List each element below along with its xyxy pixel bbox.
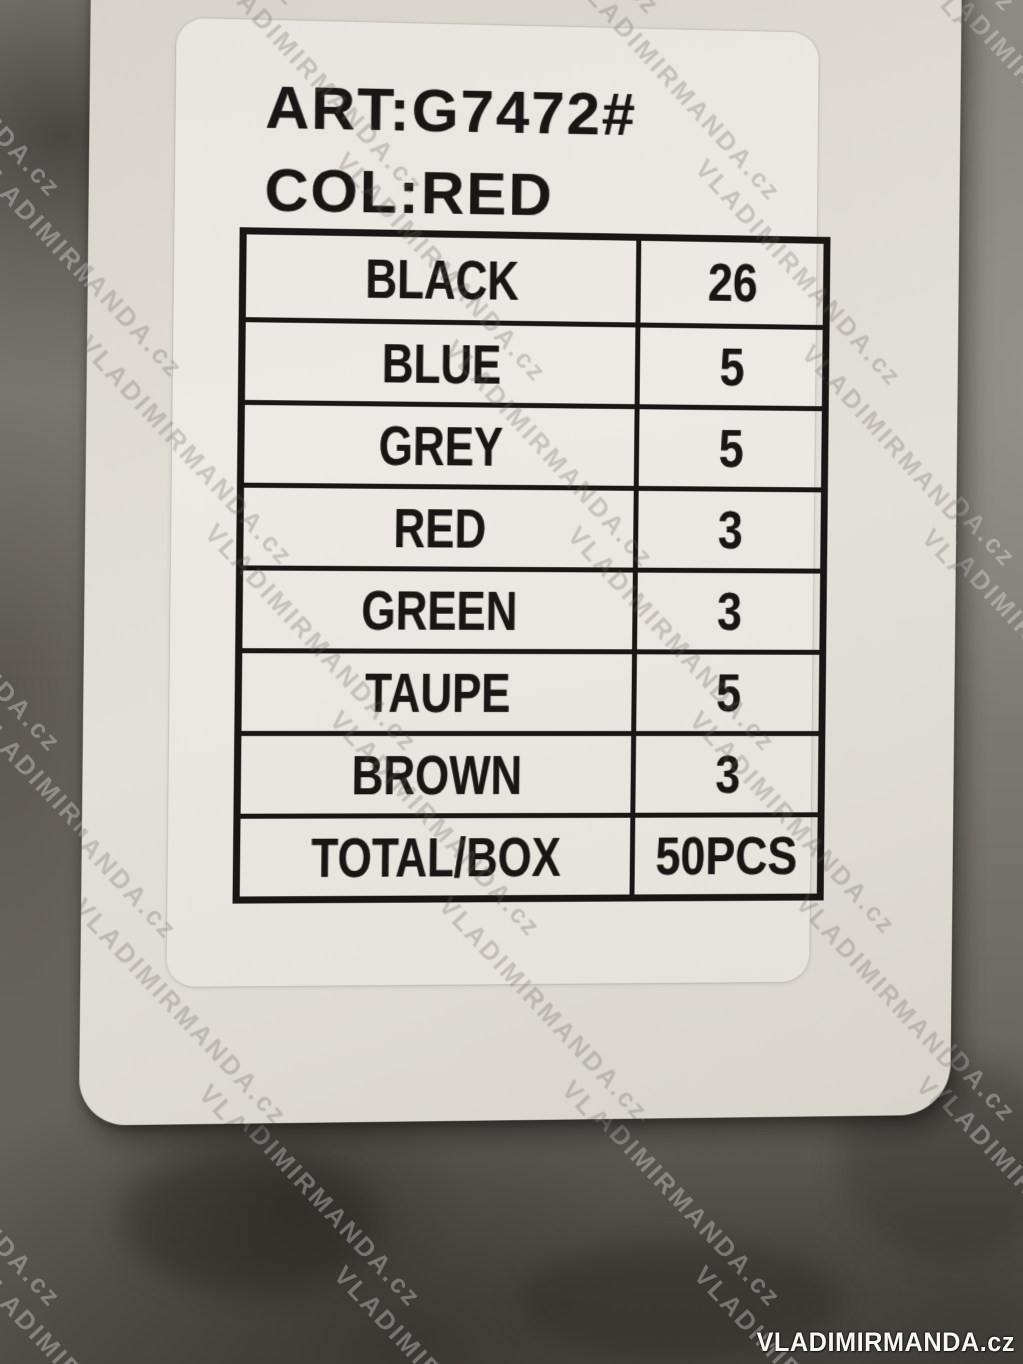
diagonal-watermark-text: VLADIMIRMANDA.cz: [801, 0, 962, 29]
color-name-text: GREEN: [360, 578, 518, 642]
color-name-text: TOTAL/BOX: [310, 824, 562, 890]
table-row: GREY 5: [244, 399, 822, 488]
watermark-logo: VLADIMIRMANDA.cz: [756, 1327, 1015, 1357]
color-line-text: COL:RED: [264, 156, 554, 229]
quantity-text: 3: [714, 744, 741, 805]
color-name-cell: BLACK: [246, 234, 637, 322]
quantity-cell: 50PCS: [629, 817, 818, 895]
quantity-text: 3: [716, 581, 742, 642]
table-row: GREEN 3: [242, 565, 821, 650]
diagonal-watermark-text: VLADIMIRMANDA.cz: [192, 1078, 418, 1125]
color-name-text: GREY: [378, 413, 504, 478]
quantity-cell: 5: [635, 327, 823, 407]
table-row: RED 3: [243, 482, 822, 569]
diagonal-watermark-text: VLADIMIRMANDA.cz: [921, 0, 963, 214]
diagonal-watermark-text: VLADIMIRMANDA.cz: [790, 888, 963, 1122]
quantity-table: BLACK 26 BLUE 5 GREY 5 RED 3 GREEN 3 TAUPE 5 BROWN 3 T…: [232, 227, 831, 904]
color-name-cell: RED: [243, 488, 634, 568]
quantity-text: 26: [707, 252, 758, 314]
table-row: BLACK 26: [246, 234, 824, 326]
color-name-cell: TAUPE: [241, 653, 632, 731]
color-name-text: BLUE: [381, 331, 502, 396]
quantity-text: 5: [718, 418, 744, 479]
color-name-text: RED: [393, 495, 487, 560]
quantity-cell: 26: [635, 240, 824, 326]
product-label-sticker: ART:G7472# COL:RED BLACK 26 BLUE 5 GREY 5 RED 3…: [166, 17, 831, 987]
table-row: TAUPE 5: [241, 648, 820, 732]
quantity-cell: 3: [633, 490, 821, 569]
table-row: TOTAL/BOX 50PCS: [239, 812, 818, 897]
table-row: BLUE 5: [244, 317, 823, 407]
quantity-cell: 5: [634, 409, 822, 488]
color-name-text: BLACK: [365, 245, 520, 312]
color-name-cell: TOTAL/BOX: [240, 818, 631, 897]
table-row: BROWN 3: [240, 730, 819, 814]
color-name-cell: GREEN: [242, 570, 633, 649]
quantity-text: 3: [717, 499, 743, 560]
color-name-text: BROWN: [351, 743, 523, 807]
quantity-cell: 3: [630, 736, 819, 813]
quantity-text: 50PCS: [655, 825, 798, 886]
diagonal-watermark-text: VLADIMIRMANDA.cz: [444, 0, 666, 21]
quantity-cell: 3: [632, 572, 821, 650]
diagonal-watermark-text: VLADIMIRMANDA.cz: [79, 0, 306, 13]
concrete-stain: [520, 1240, 840, 1360]
quantity-text: 5: [715, 662, 741, 723]
paper-tag: ART:G7472# COL:RED BLACK 26 BLUE 5 GREY 5 RED 3…: [78, 0, 963, 1126]
concrete-stain: [120, 1150, 380, 1290]
color-name-cell: BLUE: [245, 322, 636, 404]
quantity-text: 5: [718, 337, 745, 397]
color-name-cell: BROWN: [241, 736, 632, 814]
quantity-cell: 5: [631, 654, 820, 732]
color-name-cell: GREY: [244, 405, 635, 486]
color-name-text: TAUPE: [364, 660, 512, 725]
article-number-text: ART:G7472#: [264, 73, 638, 149]
